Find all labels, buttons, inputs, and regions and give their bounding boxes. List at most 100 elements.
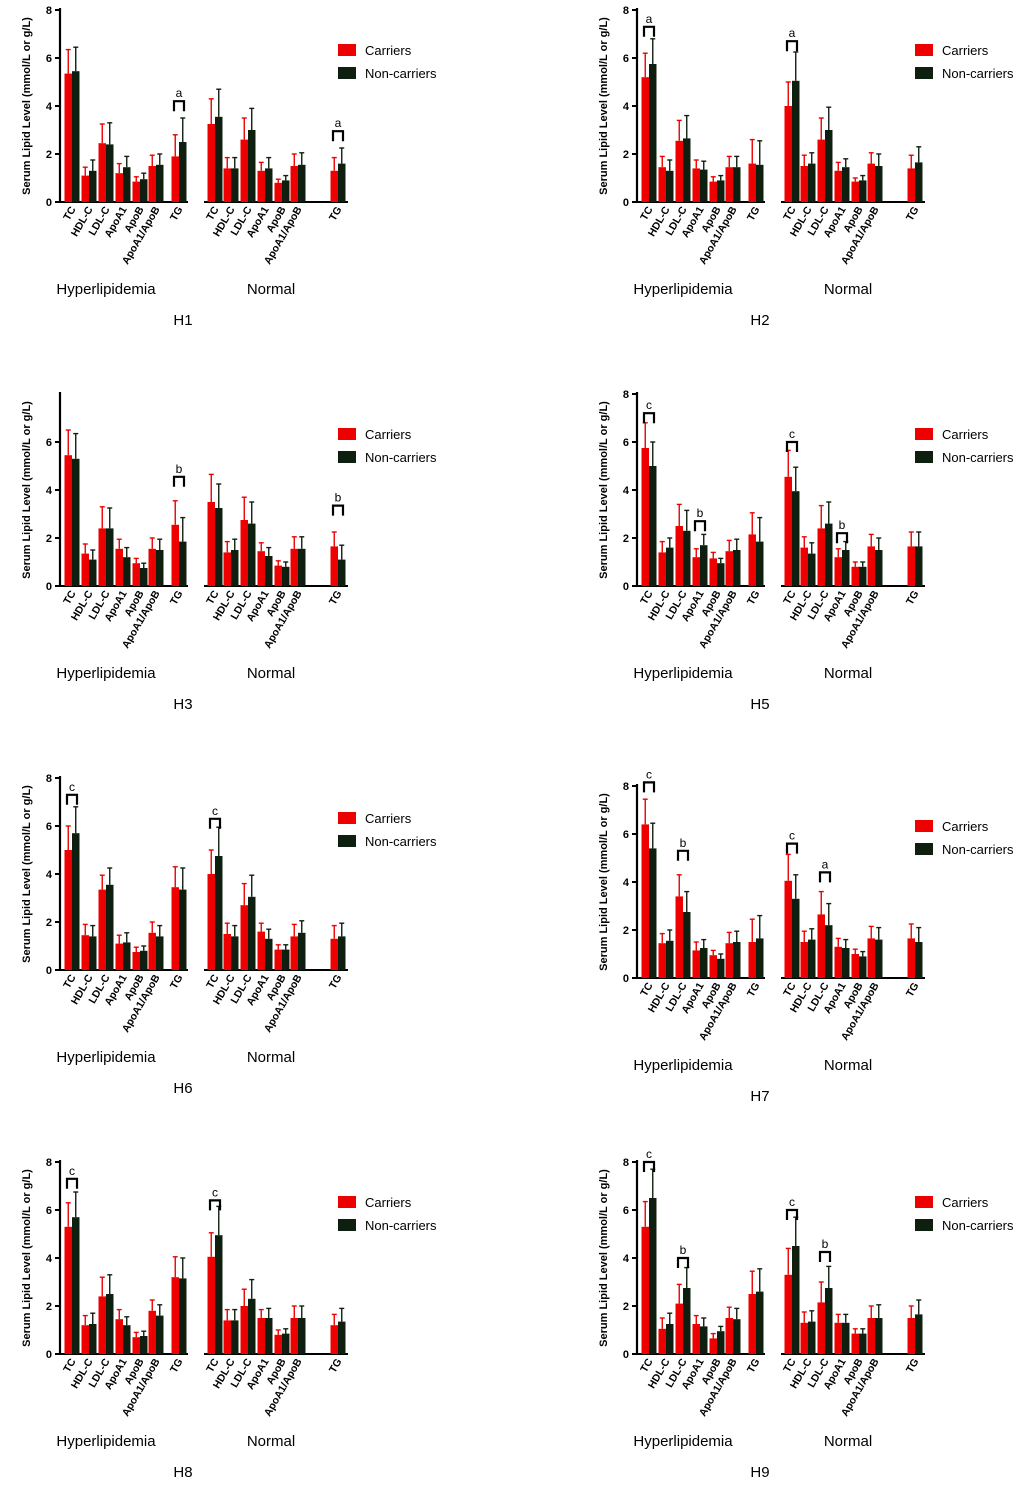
x-tick-label: TG: [745, 205, 763, 224]
x-tick-label: TG: [745, 589, 763, 608]
bar-carriers-hdl-c: [223, 1320, 231, 1354]
legend-label-carriers: Carriers: [942, 43, 989, 58]
group-label-normal: Normal: [824, 281, 872, 298]
bar-non-carriers-tg: [756, 1291, 764, 1354]
bar-carriers-apob: [709, 1338, 717, 1354]
bar-non-carriers-apob: [717, 958, 725, 978]
y-tick-label: 4: [623, 877, 630, 889]
significance-label: a: [822, 857, 829, 871]
bar-carriers-hdl-c: [658, 167, 666, 202]
bar-non-carriers-tc: [649, 848, 657, 978]
y-tick-label: 6: [623, 1205, 629, 1217]
bar-carriers-hdl-c: [81, 1325, 89, 1354]
bar-non-carriers-apob: [282, 1333, 290, 1354]
significance-label: c: [646, 1147, 652, 1161]
bar-carriers-hdl-c: [800, 166, 808, 202]
bar-carriers-tc: [207, 1256, 215, 1354]
y-tick-label: 0: [623, 1349, 629, 1361]
bar-non-carriers-ldl-c: [825, 523, 833, 586]
y-tick-label: 4: [46, 101, 53, 113]
bar-non-carriers-tg: [179, 889, 187, 970]
bar-non-carriers-tc: [72, 1217, 80, 1354]
bar-non-carriers-hdl-c: [89, 1324, 97, 1354]
bar-carriers-tg: [171, 887, 179, 970]
bar-carriers-hdl-c: [81, 175, 89, 202]
bar-carriers-apoa1: [692, 168, 700, 202]
significance-bracket: [65, 793, 79, 805]
bar-carriers-tg: [171, 1277, 179, 1354]
legend-label-carriers: Carriers: [365, 1195, 412, 1210]
legend-swatch-carriers: [338, 44, 356, 56]
bar-non-carriers-apoa1: [265, 938, 273, 970]
y-tick-label: 4: [623, 101, 630, 113]
bar-non-carriers-tc: [215, 508, 223, 586]
bar-non-carriers-hdl-c: [89, 559, 97, 586]
legend-label-non-carriers: Non-carriers: [942, 842, 1014, 857]
significance-bracket: [172, 100, 186, 112]
bar-carriers-apoa1-apob: [290, 166, 298, 202]
bar-non-carriers-apoa1-apob: [875, 939, 883, 978]
group-label-hyperlipidemia: Hyperlipidemia: [56, 1049, 156, 1066]
bar-non-carriers-ldl-c: [106, 884, 114, 970]
y-tick-label: 6: [46, 1205, 52, 1217]
bar-carriers-tc: [641, 1226, 649, 1354]
legend-swatch-non-carriers: [915, 843, 933, 855]
bar-carriers-apoa1-apob: [725, 551, 733, 586]
significance-label: b: [697, 506, 704, 520]
legend-label-carriers: Carriers: [942, 427, 989, 442]
bar-carriers-apoa1-apob: [290, 936, 298, 970]
bar-carriers-ldl-c: [240, 139, 248, 202]
bar-carriers-apob: [274, 949, 282, 970]
legend-swatch-carriers: [915, 820, 933, 832]
legend-label-carriers: Carriers: [942, 1195, 989, 1210]
legend-label-non-carriers: Non-carriers: [942, 66, 1014, 81]
significance-bracket: [785, 1208, 799, 1220]
bar-non-carriers-tc: [215, 1235, 223, 1354]
bar-carriers-tg: [907, 168, 915, 202]
bar-non-carriers-apoa1-apob: [156, 550, 164, 586]
bar-non-carriers-apoa1-apob: [733, 942, 741, 978]
x-tick-label: TG: [168, 1357, 186, 1376]
x-tick-label: TG: [904, 205, 922, 224]
bar-non-carriers-hdl-c: [666, 170, 674, 202]
bar-carriers-apoa1: [115, 173, 123, 202]
legend-swatch-carriers: [338, 1196, 356, 1208]
legend-swatch-non-carriers: [915, 451, 933, 463]
legend-swatch-carriers: [915, 1196, 933, 1208]
bar-carriers-apoa1: [115, 548, 123, 586]
significance-label: c: [789, 829, 795, 843]
bar-non-carriers-apoa1-apob: [733, 1319, 741, 1354]
y-tick-label: 6: [623, 53, 629, 65]
bar-carriers-apoa1: [257, 1318, 265, 1354]
bar-carriers-apoa1-apob: [148, 1310, 156, 1354]
legend-swatch-non-carriers: [338, 451, 356, 463]
bar-carriers-apoa1-apob: [867, 1318, 875, 1354]
bar-non-carriers-tg: [915, 1314, 923, 1354]
bar-carriers-tg: [330, 546, 338, 586]
group-label-normal: Normal: [247, 1049, 295, 1066]
panel-label: H1: [173, 312, 192, 329]
bar-carriers-ldl-c: [240, 520, 248, 586]
bar-non-carriers-apoa1: [842, 167, 850, 202]
bar-carriers-apoa1: [834, 557, 842, 586]
bar-carriers-tg: [907, 546, 915, 586]
significance-label: c: [646, 398, 652, 412]
bar-non-carriers-tc: [649, 466, 657, 586]
y-axis-title: Serum Lipid Level (mmol/L or g/L): [21, 1169, 33, 1347]
bar-carriers-apob: [709, 181, 717, 202]
bar-non-carriers-hdl-c: [89, 170, 97, 202]
bar-non-carriers-tg: [179, 142, 187, 202]
bar-carriers-apob: [132, 952, 140, 970]
bar-carriers-ldl-c: [98, 528, 106, 586]
bar-carriers-apoa1-apob: [725, 1318, 733, 1354]
significance-bracket: [642, 1160, 656, 1172]
bar-non-carriers-apob: [140, 568, 148, 586]
significance-label: b: [822, 1237, 829, 1251]
bar-carriers-apob: [274, 1334, 282, 1354]
bar-non-carriers-apoa1: [842, 550, 850, 586]
significance-label: b: [680, 1243, 687, 1257]
x-tick-label: TG: [904, 981, 922, 1000]
bar-carriers-apoa1-apob: [148, 166, 156, 202]
bar-carriers-tg: [171, 524, 179, 586]
